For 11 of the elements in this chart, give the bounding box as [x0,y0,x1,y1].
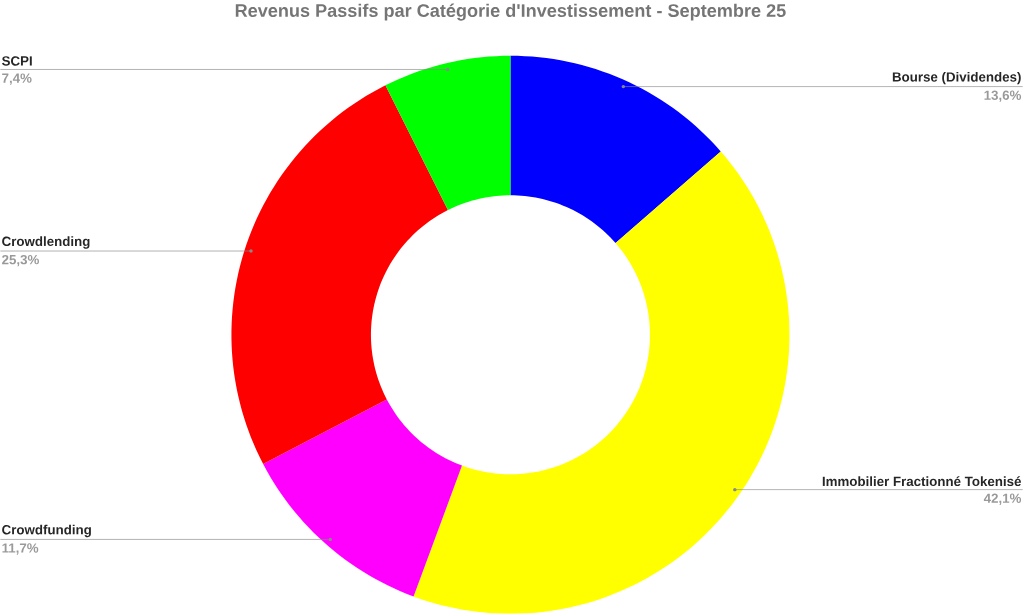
slice-label: SCPI [1,56,32,66]
data-label: 11,7% [2,543,39,555]
data-label: 42,1% [983,493,1022,506]
slice-label: Crowdfunding [2,524,91,538]
chart-title: Revenus Passifs par Catégorie d'Investissement - Septembre 25 [235,3,786,21]
data-label: 13,6% [984,90,1022,102]
data-label: 7,4% [2,73,32,85]
slice-label: Crowdlending [2,236,90,249]
slice-label: Immobilier Fractionné Tokenisé [822,476,1021,487]
data-label: 25,3% [2,255,39,267]
slice-label: Bourse (Dividendes) [892,71,1021,85]
